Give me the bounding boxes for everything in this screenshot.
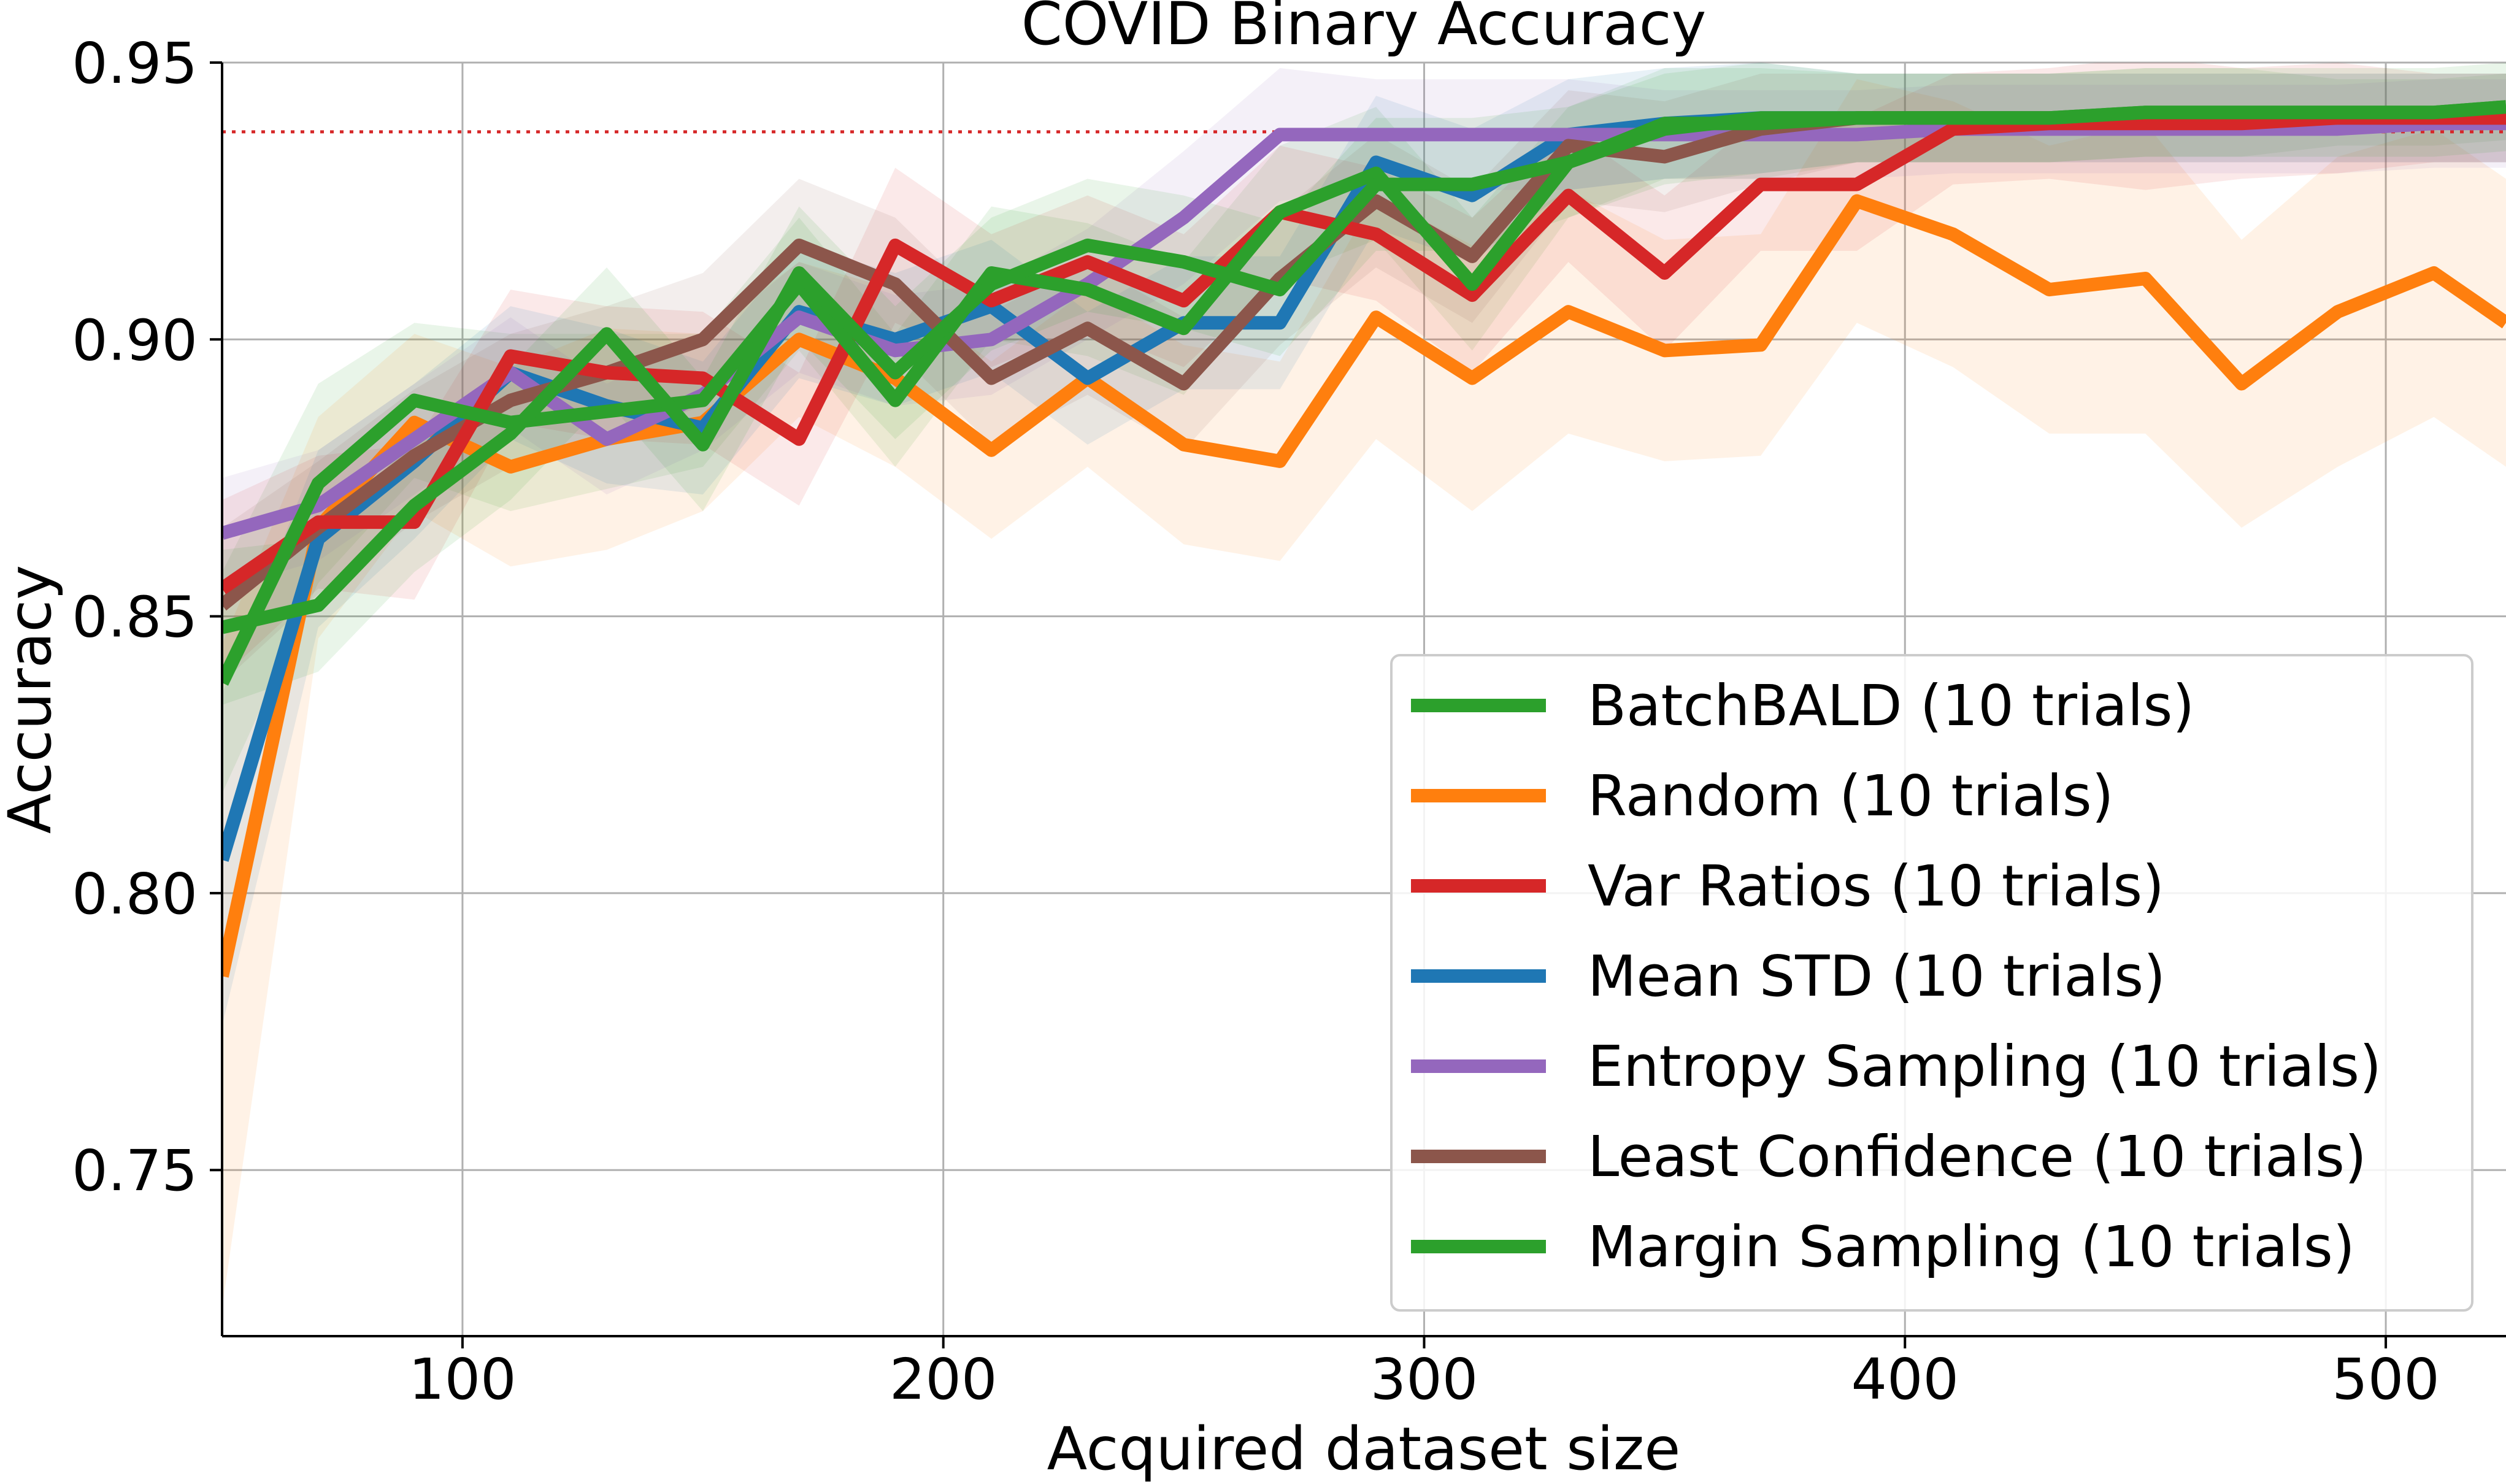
legend-label-3: Mean STD (10 trials) [1588,944,2166,1009]
y-tick-label-2: 0.85 [72,585,198,650]
chart-title: COVID Binary Accuracy [1021,0,1707,58]
y-axis-label: Accuracy [0,565,64,834]
band-series-3 [222,63,2506,1026]
band-series-1 [222,79,2506,1309]
x-tick-label-3: 400 [1851,1347,1959,1412]
series-line-2 [222,111,2506,594]
x-tick-label-2: 300 [1370,1347,1478,1412]
legend-box [1390,654,2473,1312]
y-tick-label-1: 0.80 [72,861,198,927]
series-lines [222,100,2506,978]
band-series-6 [222,63,2506,705]
legend-label-0: BatchBALD (10 trials) [1588,673,2194,739]
x-axis-label: Acquired dataset size [1047,1415,1681,1483]
legend-label-5: Least Confidence (10 trials) [1588,1124,2367,1190]
y-tick-label-3: 0.90 [72,307,198,373]
y-tick-label-4: 0.95 [72,31,198,96]
x-tick-label-1: 200 [890,1347,997,1412]
y-tick-label-0: 0.75 [72,1138,198,1204]
legend-label-1: Random (10 trials) [1588,763,2114,829]
x-tick-label-0: 100 [409,1347,517,1412]
legend-label-2: Var Ratios (10 trials) [1588,853,2164,919]
legend-label-6: Margin Sampling (10 trials) [1588,1214,2355,1280]
axes [221,63,2506,1337]
series-line-6 [222,100,2506,634]
x-tick-label-4: 500 [2332,1347,2440,1412]
legend: BatchBALD (10 trials) Random (10 trials) V… [1390,654,2473,1312]
tick-labels: 100 200 300 400 500 0.75 0.80 0.85 0.90 0.95 [72,31,2440,1412]
legend-label-4: Entropy Sampling (10 trials) [1588,1034,2381,1099]
band-series-5 [222,74,2506,683]
